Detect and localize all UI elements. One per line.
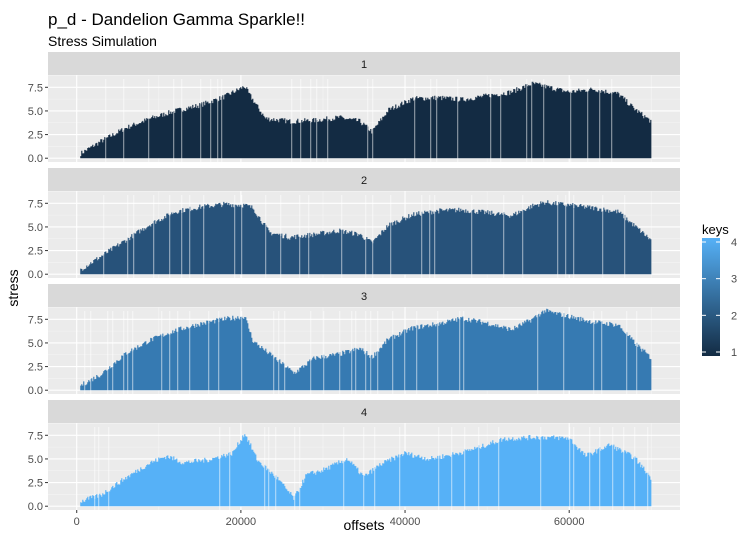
x-axis-title: offsets bbox=[344, 517, 385, 533]
x-axis: 0 20000 40000 60000 bbox=[74, 510, 585, 528]
y-tick-label: 0.0 bbox=[28, 501, 43, 513]
y-tick-label: 5.0 bbox=[28, 222, 43, 234]
legend-title: keys bbox=[702, 222, 729, 237]
y-tick-label: 2.5 bbox=[28, 130, 43, 142]
y-tick-label: 0.0 bbox=[28, 385, 43, 397]
legend-colorbar bbox=[702, 238, 720, 356]
series-bars-1 bbox=[80, 79, 652, 162]
bar-gaps bbox=[105, 79, 613, 162]
y-tick-label: 7.5 bbox=[28, 82, 43, 94]
x-tick-label: 40000 bbox=[390, 516, 421, 528]
x-tick-label: 60000 bbox=[554, 516, 585, 528]
legend-label: 1 bbox=[731, 347, 737, 359]
y-tick-label: 5.0 bbox=[28, 454, 43, 466]
facet-strip bbox=[48, 52, 680, 75]
series-bars-2 bbox=[80, 195, 652, 278]
bar-gaps bbox=[84, 311, 638, 394]
legend-label: 3 bbox=[731, 274, 737, 286]
legend-label: 2 bbox=[731, 310, 737, 322]
facet-panel-4: 4 0.0 2.5 5.0 7.5 bbox=[28, 400, 680, 513]
x-tick-label: 0 bbox=[74, 516, 80, 528]
facet-strip bbox=[48, 168, 680, 191]
y-tick-label: 5.0 bbox=[28, 338, 43, 350]
chart-subtitle: Stress Simulation bbox=[48, 33, 157, 49]
series-bars-3 bbox=[80, 308, 652, 394]
y-tick-label: 7.5 bbox=[28, 430, 43, 442]
facet-strip-label: 4 bbox=[361, 407, 367, 419]
series-area bbox=[80, 200, 652, 275]
facet-panel-3: 3 0.0 2.5 5.0 7.5 bbox=[28, 284, 680, 397]
bar-gaps bbox=[94, 427, 649, 510]
y-tick-label: 7.5 bbox=[28, 198, 43, 210]
y-tick-label: 0.0 bbox=[28, 153, 43, 165]
facet-panel-1: 1 0.0 2.5 5.0 7.5 bbox=[28, 52, 680, 165]
legend: keys 1 2 3 4 bbox=[702, 222, 737, 359]
chart-title: p_d - Dandelion Gamma Sparkle!! bbox=[48, 10, 305, 29]
series-bars-4 bbox=[80, 427, 652, 510]
facet-strip-label: 1 bbox=[361, 59, 367, 71]
facet-strip-label: 2 bbox=[361, 175, 367, 187]
y-tick-label: 5.0 bbox=[28, 106, 43, 118]
y-tick-label: 7.5 bbox=[28, 314, 43, 326]
x-tick-label: 20000 bbox=[226, 516, 257, 528]
series-area bbox=[80, 308, 652, 391]
y-tick-label: 2.5 bbox=[28, 362, 43, 374]
legend-label: 4 bbox=[731, 237, 737, 249]
bar-gaps bbox=[103, 195, 626, 278]
facet-panel-2: 2 0.0 2.5 5.0 7.5 bbox=[28, 168, 680, 281]
facet-strip bbox=[48, 284, 680, 307]
facet-strip bbox=[48, 400, 680, 423]
facet-strip-label: 3 bbox=[361, 291, 367, 303]
y-tick-label: 2.5 bbox=[28, 478, 43, 490]
y-axis-title: stress bbox=[5, 269, 21, 306]
y-tick-label: 2.5 bbox=[28, 246, 43, 258]
facet-panels: 10.02.55.07.520.02.55.07.530.02.55.07.54… bbox=[28, 52, 680, 513]
series-area bbox=[80, 434, 652, 507]
y-tick-label: 0.0 bbox=[28, 269, 43, 281]
